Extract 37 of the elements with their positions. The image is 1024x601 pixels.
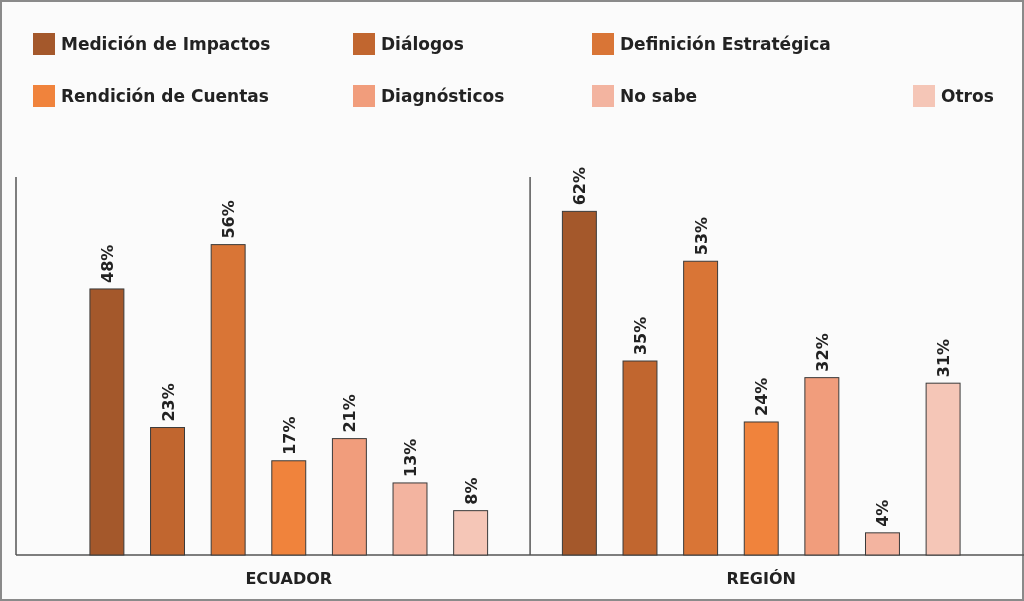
bar: [210, 244, 246, 556]
x-tick-label: ECUADOR: [245, 569, 333, 588]
data-label: 21%: [340, 394, 360, 433]
data-label: 23%: [158, 383, 178, 422]
bar: [392, 482, 428, 556]
bar: [925, 382, 961, 556]
bar: [743, 421, 779, 556]
bar: [804, 377, 840, 556]
data-label: 56%: [219, 200, 239, 239]
legend-label: Diálogos: [381, 34, 464, 54]
data-label: 17%: [279, 416, 299, 455]
legend-label: Definición Estratégica: [620, 34, 831, 54]
data-label: 4%: [873, 499, 893, 527]
legend-label: No sabe: [620, 86, 698, 106]
bar: [89, 288, 125, 556]
data-label: 31%: [934, 338, 954, 378]
bar: [865, 532, 900, 556]
bar: [622, 360, 658, 556]
bar: [331, 438, 367, 556]
bar: [150, 427, 185, 556]
data-label: 35%: [630, 316, 650, 356]
bar: [561, 210, 597, 556]
x-tick-label: REGIÓN: [726, 569, 796, 588]
bar: [683, 260, 719, 556]
bar: [453, 510, 489, 556]
legend-label: Medición de Impactos: [61, 34, 271, 54]
data-label: 48%: [97, 244, 117, 283]
data-label: 8%: [461, 477, 481, 505]
legend-label: Rendición de Cuentas: [61, 86, 269, 106]
data-label: 32%: [812, 333, 832, 372]
bar: [271, 460, 307, 556]
data-label: 53%: [691, 216, 711, 256]
legend-label: Diagnósticos: [381, 86, 505, 106]
data-label: 24%: [752, 377, 772, 416]
legend-label: Otros: [941, 86, 994, 106]
data-label: 62%: [570, 167, 590, 206]
data-label: 13%: [401, 438, 421, 477]
